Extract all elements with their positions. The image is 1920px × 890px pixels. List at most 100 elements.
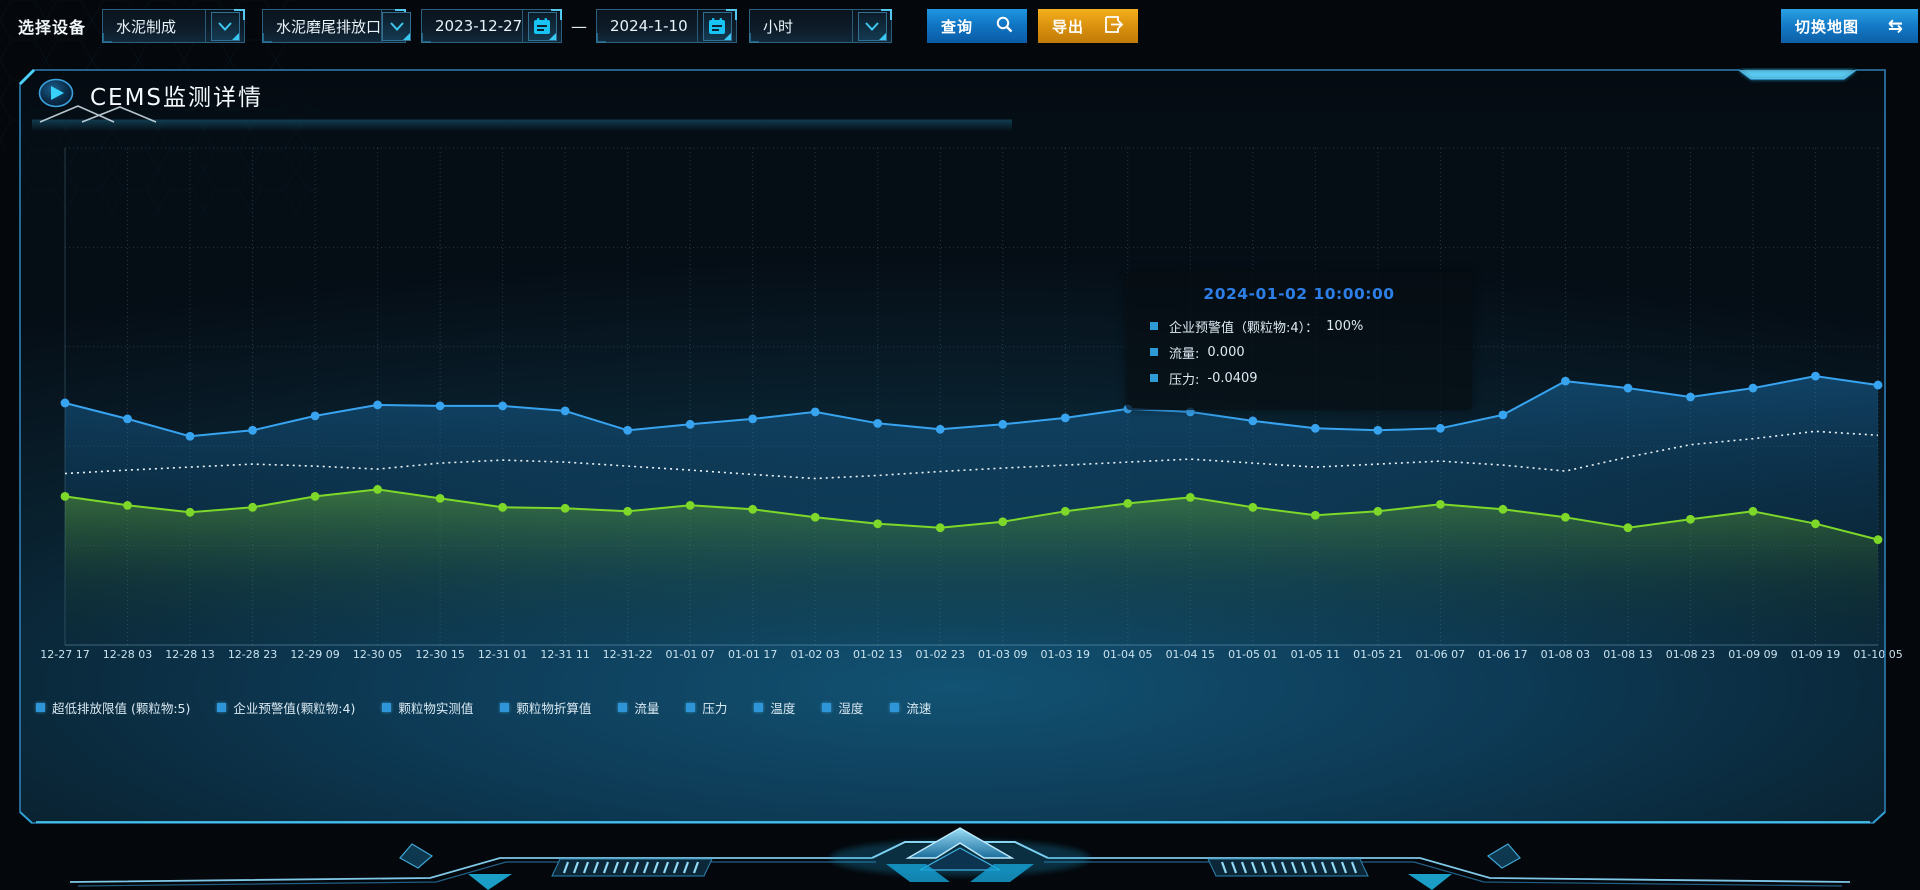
legend-item[interactable]: 超低排放限值 (颗粒物:5) (36, 698, 190, 717)
x-axis-tick-label: 12-29 09 (290, 648, 340, 661)
tooltip-item-label: 企业预警值（颗粒物:4）： (1169, 320, 1319, 336)
x-axis-tick-label: 01-02 13 (852, 648, 903, 661)
x-axis-tick-label: 01-03 09 (978, 648, 1028, 661)
legend-item[interactable]: 颗粒物实测值 (382, 698, 473, 717)
x-axis-tick-label: 01-05 01 (1228, 648, 1278, 661)
x-axis-tick-label: 01-09 09 (1728, 648, 1778, 661)
x-axis-tick-label: 12-28 23 (227, 648, 278, 661)
x-axis-tick-label: 01-06 07 (1415, 648, 1466, 661)
outlet-select[interactable]: 水泥磨尾排放口 (262, 9, 412, 43)
x-axis-tick-label: 01-04 15 (1165, 648, 1216, 661)
x-axis-tick-label: 01-02 23 (915, 648, 965, 661)
legend-item[interactable]: 湿度 (822, 698, 863, 717)
x-axis-tick-label: 01-01 07 (665, 648, 715, 661)
legend-item[interactable]: 流速 (890, 698, 931, 717)
legend-marker-icon (754, 703, 764, 712)
x-axis-tick-label: 01-06 17 (1478, 648, 1528, 661)
series-marker-icon (1150, 322, 1158, 330)
legend-label: 流量 (634, 701, 660, 716)
export-icon (1105, 15, 1124, 37)
legend-label: 压力 (702, 701, 728, 716)
date-to-value: 2024-1-10 (610, 17, 688, 35)
x-axis-tick-label: 01-02 03 (790, 648, 840, 661)
legend-item[interactable]: 温度 (754, 698, 795, 717)
legend-marker-icon (217, 703, 227, 712)
tooltip-item: 压力: -0.0409 (1126, 365, 1472, 391)
legend-item[interactable]: 压力 (686, 698, 727, 717)
tooltip-item-value: -0.0409 (1207, 370, 1258, 386)
legend-label: 流速 (906, 701, 932, 716)
swap-arrows-icon: ⇆ (1887, 15, 1904, 37)
x-axis-tick-label: 12-31-22 (602, 648, 653, 661)
device-type-value: 水泥制成 (116, 17, 177, 36)
panel-header: CEMS监测详情 (20, 70, 1885, 119)
legend-label: 颗粒物折算值 (516, 701, 592, 716)
x-axis-tick-label: 12-30 05 (352, 648, 403, 661)
switch-map-button[interactable]: 切换地图 ⇆ (1781, 9, 1918, 43)
legend-item[interactable]: 流量 (618, 698, 659, 717)
legend-label: 超低排放限值 (颗粒物:5) (52, 701, 191, 716)
top-toolbar: 选择设备 水泥制成 水泥磨尾排放口 2023-12-27 — 2024-1-10 (0, 0, 1920, 52)
legend-item[interactable]: 颗粒物折算值 (500, 698, 591, 717)
chevron-down-icon[interactable] (382, 11, 412, 41)
tooltip-item: 企业预警值（颗粒物:4）： 100% (1126, 313, 1472, 339)
device-select-label: 选择设备 (18, 18, 87, 37)
chart-area-fills (65, 376, 1878, 645)
tooltip-timestamp: 2024-01-02 10:00:00 (1203, 285, 1395, 303)
legend-label: 温度 (770, 701, 796, 716)
legend-marker-icon (822, 703, 832, 712)
legend-label: 企业预警值(颗粒物:4) (233, 701, 356, 716)
switch-map-label: 切换地图 (1795, 17, 1860, 36)
x-axis-tick-label: 01-10 05 (1853, 648, 1903, 661)
legend-item[interactable]: 企业预警值(颗粒物:4) (217, 698, 355, 717)
x-axis-tick-label: 12-31 01 (477, 648, 528, 661)
chevron-down-icon[interactable] (857, 11, 887, 41)
calendar-icon[interactable] (527, 11, 557, 41)
legend-marker-icon (500, 703, 510, 712)
tooltip-item-value: 100% (1326, 318, 1364, 334)
x-axis-tick-label: 01-08 13 (1603, 648, 1653, 661)
device-type-select[interactable]: 水泥制成 (102, 9, 246, 43)
legend-label: 湿度 (838, 701, 864, 716)
x-axis-tick-label: 12-27 17 (40, 648, 90, 661)
line-chart[interactable] (36, 140, 1886, 660)
export-button[interactable]: 导出 (1038, 9, 1139, 43)
x-axis-tick-label: 12-30 15 (415, 648, 465, 661)
legend-marker-icon (36, 703, 45, 712)
chevron-down-icon[interactable] (210, 11, 240, 41)
query-button[interactable]: 查询 (927, 9, 1028, 43)
x-axis-tick-label: 01-03 19 (1040, 648, 1090, 661)
x-axis-tick-label: 01-09 19 (1790, 648, 1841, 661)
series-marker-icon (1150, 348, 1158, 356)
interval-select[interactable]: 小时 (749, 9, 893, 43)
play-icon[interactable] (38, 78, 74, 112)
x-axis-tick-label: 01-01 17 (727, 648, 778, 661)
date-from-input[interactable]: 2023-12-27 (421, 9, 563, 43)
x-axis-tick-label: 12-31 11 (540, 648, 590, 661)
tooltip-item: 流量: 0.000 (1126, 339, 1472, 365)
series-marker-icon (1150, 374, 1158, 382)
legend-marker-icon (686, 703, 696, 712)
x-axis-tick-label: 01-05 21 (1353, 648, 1403, 661)
panel-title: CEMS监测详情 (90, 84, 264, 111)
date-from-value: 2023-12-27 (435, 17, 523, 35)
interval-value: 小时 (763, 17, 794, 36)
legend-marker-icon (890, 703, 900, 712)
x-axis-labels: 12-27 17 12-28 03 12-28 13 12-28 23 12-29 09… (36, 648, 1902, 668)
legend-label: 颗粒物实测值 (398, 701, 474, 716)
export-button-label: 导出 (1052, 17, 1085, 36)
x-axis-tick-label: 01-04 05 (1103, 648, 1153, 661)
x-axis-tick-label: 12-28 03 (102, 648, 153, 661)
calendar-icon[interactable] (702, 11, 732, 41)
x-axis-tick-label: 01-05 11 (1290, 648, 1341, 661)
legend-marker-icon (382, 703, 392, 712)
tooltip-item-label: 压力: (1169, 372, 1200, 388)
date-to-input[interactable]: 2024-1-10 (596, 9, 738, 43)
x-axis-tick-label: 01-08 03 (1540, 648, 1591, 661)
x-axis-tick-label: 12-28 13 (165, 648, 215, 661)
legend-marker-icon (618, 703, 628, 712)
tooltip-item-value: 0.000 (1207, 344, 1245, 360)
x-axis-tick-label: 01-08 23 (1665, 648, 1716, 661)
search-icon (996, 16, 1013, 37)
chart-legend: 超低排放限值 (颗粒物:5) 企业预警值(颗粒物:4) 颗粒物实测值 颗粒物折算值 流量… (36, 698, 1836, 717)
